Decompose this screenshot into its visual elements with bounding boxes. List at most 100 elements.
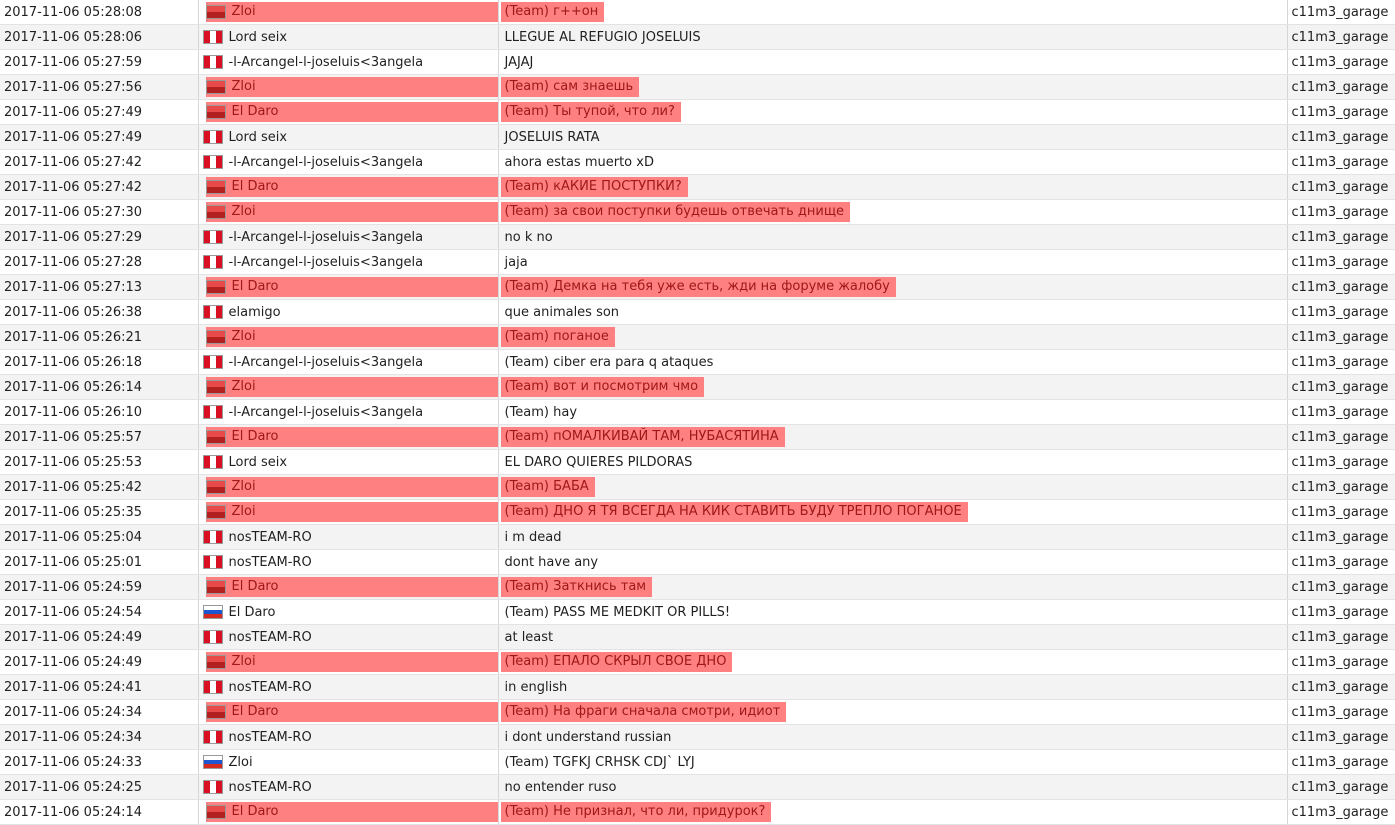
player-name[interactable]: El Daro xyxy=(231,179,279,194)
map-cell: c11m3_garage xyxy=(1287,174,1395,200)
country-flag-icon xyxy=(202,355,223,369)
message-cell: no entender ruso xyxy=(498,774,1288,800)
player-name[interactable]: nosTEAM-RO xyxy=(228,554,312,570)
player-name-wrapper: El Daro xyxy=(205,102,497,122)
chat-message: (Team) ciber era para q ataques xyxy=(504,354,714,370)
map-cell: c11m3_garage xyxy=(1287,74,1395,100)
player-name[interactable]: Lord seix xyxy=(228,129,288,145)
player-name-wrapper: nosTEAM-RO xyxy=(202,554,312,570)
player-name-wrapper: Lord seix xyxy=(202,129,288,145)
player-name[interactable]: -l-Arcangel-l-joseluis<3angela xyxy=(228,229,424,245)
message-cell: in english xyxy=(498,674,1288,700)
player-name[interactable]: El Daro xyxy=(231,704,279,719)
player-name[interactable]: El Daro xyxy=(231,429,279,444)
chat-message: no entender ruso xyxy=(504,779,617,795)
country-flag-icon xyxy=(202,555,223,569)
chat-message: (Team) ЕПАЛО СКРЫЛ СВОЕ ДНО xyxy=(500,652,733,672)
player-name[interactable]: Zloi xyxy=(231,4,256,19)
table-row: 2017-11-06 05:25:57 El Daro (Team) пОМАЛКИ… xyxy=(0,424,1395,450)
table-row: 2017-11-06 05:26:21 Zloi (Team) поганое c11… xyxy=(0,324,1395,350)
player-name[interactable]: El Daro xyxy=(231,804,279,819)
player-name[interactable]: nosTEAM-RO xyxy=(228,729,312,745)
player-name-wrapper: Zloi xyxy=(205,327,497,347)
player-name[interactable]: -l-Arcangel-l-joseluis<3angela xyxy=(228,54,424,70)
player-cell: nosTEAM-RO xyxy=(198,724,499,750)
map-cell: c11m3_garage xyxy=(1287,349,1395,375)
player-name[interactable]: elamigo xyxy=(228,304,281,320)
country-flag-icon xyxy=(205,655,226,669)
timestamp-cell: 2017-11-06 05:24:49 xyxy=(0,649,199,675)
message-cell: (Team) кАКИЕ ПОСТУПКИ? xyxy=(498,174,1288,200)
chat-message: (Team) кАКИЕ ПОСТУПКИ? xyxy=(500,177,688,197)
message-cell: que animales son xyxy=(498,299,1288,325)
chat-message: (Team) вот и посмотрим чмо xyxy=(500,377,705,397)
player-name[interactable]: -l-Arcangel-l-joseluis<3angela xyxy=(228,254,424,270)
player-name[interactable]: Zloi xyxy=(231,329,256,344)
map-cell: c11m3_garage xyxy=(1287,374,1395,400)
message-cell: (Team) вот и посмотрим чмо xyxy=(498,374,1288,400)
map-cell: c11m3_garage xyxy=(1287,699,1395,725)
message-cell: (Team) На фраги сначала смотри, идиот xyxy=(498,699,1288,725)
player-name[interactable]: Zloi xyxy=(228,754,253,770)
table-row: 2017-11-06 05:24:33 Zloi (Team) TGFKJ CRHS… xyxy=(0,749,1395,775)
table-row: 2017-11-06 05:26:38 elamigo que animales s… xyxy=(0,299,1395,325)
chat-message: LLEGUE AL REFUGIO JOSELUIS xyxy=(504,29,701,45)
chat-message: que animales son xyxy=(504,304,620,320)
player-name[interactable]: -l-Arcangel-l-joseluis<3angela xyxy=(228,154,424,170)
chat-message: (Team) г++он xyxy=(500,2,605,22)
table-row: 2017-11-06 05:27:56 Zloi (Team) сам знаешь… xyxy=(0,74,1395,100)
chat-message: JAJAJ xyxy=(504,54,534,70)
player-name[interactable]: Zloi xyxy=(231,79,256,94)
map-cell: c11m3_garage xyxy=(1287,799,1395,825)
timestamp-cell: 2017-11-06 05:25:01 xyxy=(0,549,199,575)
country-flag-icon xyxy=(202,780,223,794)
player-name[interactable]: Zloi xyxy=(231,504,256,519)
player-name[interactable]: Zloi xyxy=(231,379,256,394)
chat-message: (Team) TGFKJ CRHSK CDJ` LYJ xyxy=(504,754,695,770)
chat-message: jaja xyxy=(504,254,528,270)
player-name[interactable]: nosTEAM-RO xyxy=(228,529,312,545)
player-name[interactable]: nosTEAM-RO xyxy=(228,629,312,645)
table-row: 2017-11-06 05:27:30 Zloi (Team) за свои по… xyxy=(0,199,1395,225)
timestamp-cell: 2017-11-06 05:27:29 xyxy=(0,224,199,250)
map-cell: c11m3_garage xyxy=(1287,574,1395,600)
player-name[interactable]: -l-Arcangel-l-joseluis<3angela xyxy=(228,404,424,420)
player-name[interactable]: nosTEAM-RO xyxy=(228,679,312,695)
chat-message: (Team) пОМАЛКИВАЙ ТАМ, НУБАСЯТИНА xyxy=(500,427,785,447)
map-cell: c11m3_garage xyxy=(1287,424,1395,450)
timestamp-cell: 2017-11-06 05:24:41 xyxy=(0,674,199,700)
player-name[interactable]: Zloi xyxy=(231,479,256,494)
message-cell: (Team) Не признал, что ли, придурок? xyxy=(498,799,1288,825)
player-cell: -l-Arcangel-l-joseluis<3angela xyxy=(198,49,499,75)
player-name[interactable]: Lord seix xyxy=(228,454,288,470)
player-cell: Lord seix xyxy=(198,124,499,150)
timestamp-cell: 2017-11-06 05:26:14 xyxy=(0,374,199,400)
timestamp-cell: 2017-11-06 05:25:04 xyxy=(0,524,199,550)
player-name[interactable]: El Daro xyxy=(231,279,279,294)
timestamp-cell: 2017-11-06 05:27:30 xyxy=(0,199,199,225)
player-name[interactable]: -l-Arcangel-l-joseluis<3angela xyxy=(228,354,424,370)
message-cell: i m dead xyxy=(498,524,1288,550)
timestamp-cell: 2017-11-06 05:24:25 xyxy=(0,774,199,800)
player-name[interactable]: El Daro xyxy=(231,579,279,594)
timestamp-cell: 2017-11-06 05:27:28 xyxy=(0,249,199,275)
message-cell: JAJAJ xyxy=(498,49,1288,75)
player-name-wrapper: Zloi xyxy=(205,377,497,397)
player-cell: nosTEAM-RO xyxy=(198,549,499,575)
chat-message: (Team) PASS ME MEDKIT OR PILLS! xyxy=(504,604,731,620)
timestamp-cell: 2017-11-06 05:24:54 xyxy=(0,599,199,625)
player-name[interactable]: Zloi xyxy=(231,204,256,219)
country-flag-icon xyxy=(205,330,226,344)
map-cell: c11m3_garage xyxy=(1287,399,1395,425)
player-name-wrapper: Zloi xyxy=(205,477,497,497)
player-name[interactable]: El Daro xyxy=(228,604,276,620)
player-name-wrapper: Zloi xyxy=(202,754,253,770)
timestamp-cell: 2017-11-06 05:25:42 xyxy=(0,474,199,500)
player-name[interactable]: nosTEAM-RO xyxy=(228,779,312,795)
table-row: 2017-11-06 05:25:01 nosTEAM-RO dont have a… xyxy=(0,549,1395,575)
player-name[interactable]: El Daro xyxy=(231,104,279,119)
player-name[interactable]: Lord seix xyxy=(228,29,288,45)
table-row: 2017-11-06 05:28:06 Lord seix LLEGUE AL RE… xyxy=(0,24,1395,50)
player-name[interactable]: Zloi xyxy=(231,654,256,669)
